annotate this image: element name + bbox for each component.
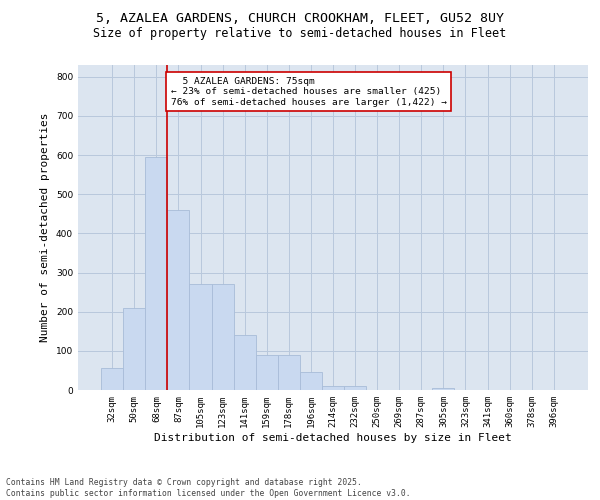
Bar (212, 284, 233, 390)
Bar (190, 284, 212, 390)
Bar (344, 386, 366, 390)
Bar (278, 355, 300, 390)
Text: Contains HM Land Registry data © Crown copyright and database right 2025.
Contai: Contains HM Land Registry data © Crown c… (6, 478, 410, 498)
Text: 5 AZALEA GARDENS: 75sqm
← 23% of semi-detached houses are smaller (425)
76% of s: 5 AZALEA GARDENS: 75sqm ← 23% of semi-de… (171, 76, 447, 106)
Bar (233, 335, 256, 390)
X-axis label: Distribution of semi-detached houses by size in Fleet: Distribution of semi-detached houses by … (154, 432, 512, 442)
Bar (433, 388, 454, 390)
Bar (101, 368, 123, 390)
Text: 5, AZALEA GARDENS, CHURCH CROOKHAM, FLEET, GU52 8UY: 5, AZALEA GARDENS, CHURCH CROOKHAM, FLEE… (96, 12, 504, 26)
Bar (322, 386, 344, 390)
Bar (145, 157, 167, 390)
Y-axis label: Number of semi-detached properties: Number of semi-detached properties (40, 113, 50, 342)
Bar (300, 372, 322, 390)
Bar (167, 210, 190, 390)
Text: Size of property relative to semi-detached houses in Fleet: Size of property relative to semi-detach… (94, 28, 506, 40)
Bar (256, 355, 278, 390)
Bar (123, 308, 145, 390)
